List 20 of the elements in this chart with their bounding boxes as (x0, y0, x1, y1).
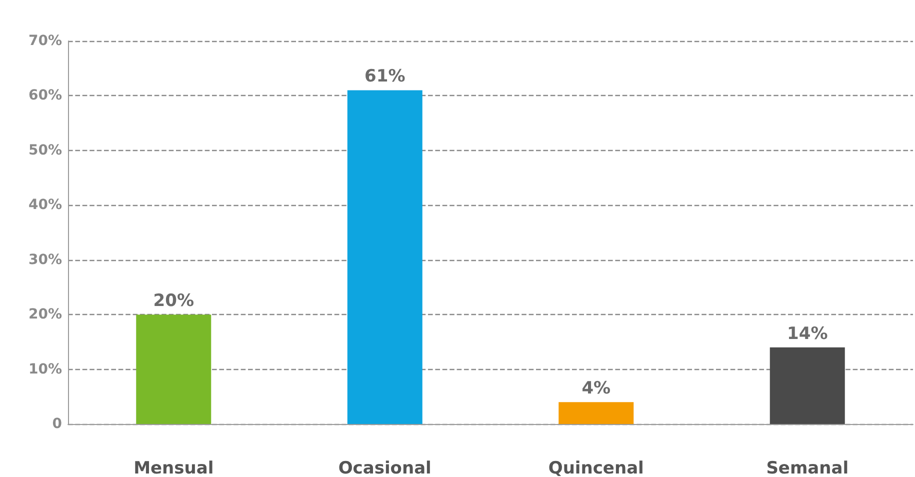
data-label: 61% (364, 66, 406, 87)
y-tick-label: 50% (28, 142, 62, 158)
y-tick-label: 30% (28, 252, 62, 268)
data-label: 20% (153, 291, 194, 312)
x-tick-label: Ocasional (338, 458, 432, 477)
y-tick-label: 10% (28, 361, 62, 378)
bar (770, 347, 845, 424)
y-tick-label: 60% (28, 88, 62, 104)
x-tick-label: Quincenal (548, 458, 644, 477)
data-label: 14% (787, 324, 828, 344)
bar (136, 314, 212, 424)
x-tick-label: Mensual (134, 458, 214, 477)
data-label: 4% (582, 378, 611, 399)
x-tick-label: Semanal (766, 458, 849, 477)
bar (347, 90, 422, 424)
y-tick-label: 70% (28, 33, 62, 49)
bar (558, 402, 634, 424)
y-tick-label: 20% (28, 306, 62, 323)
y-tick-label: 0 (52, 416, 62, 432)
y-tick-label: 40% (28, 197, 62, 214)
